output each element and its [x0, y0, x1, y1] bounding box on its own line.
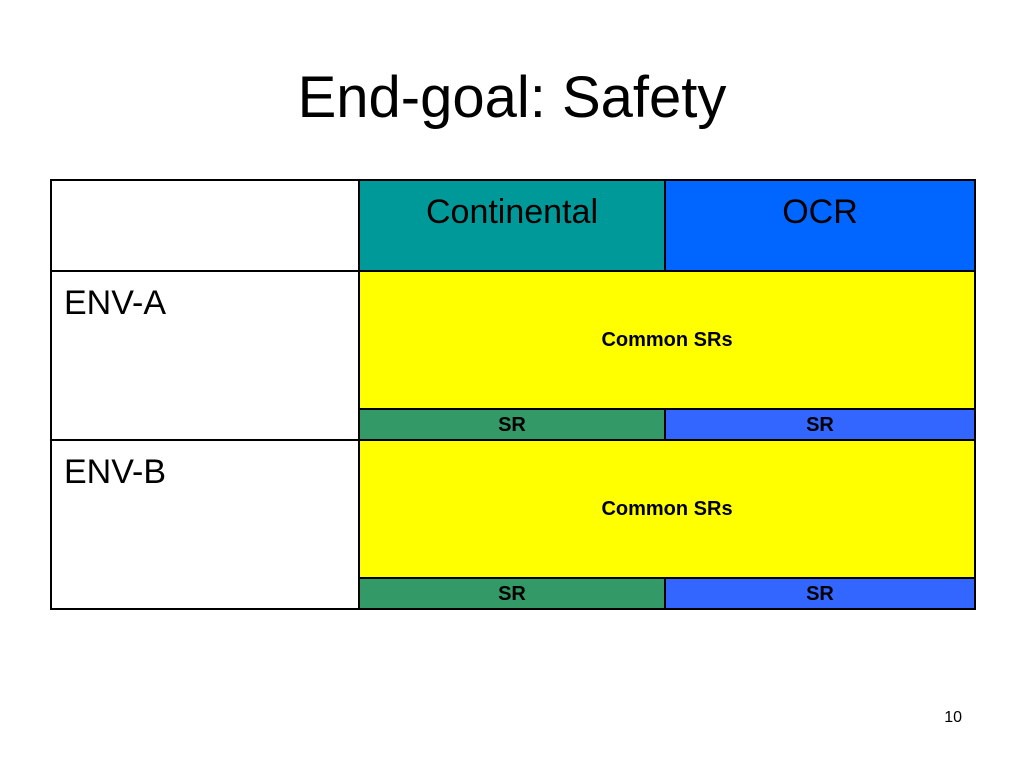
page-number: 10: [944, 709, 962, 726]
safety-table: Continental OCR ENV-A Common SRs SR SR E…: [50, 179, 976, 610]
env-b-common-srs: Common SRs: [358, 439, 976, 579]
env-b-sr-row: SR SR: [51, 577, 976, 610]
env-b-label: ENV-B: [50, 439, 360, 610]
env-b-sr-continental: SR: [358, 577, 666, 610]
env-a-row: ENV-A Common SRs: [50, 270, 976, 441]
header-ocr: OCR: [664, 179, 976, 272]
env-a-sr-ocr: SR: [664, 408, 976, 441]
header-continental: Continental: [358, 179, 666, 272]
slide-title: End-goal: Safety: [297, 65, 727, 130]
env-a-common-srs: Common SRs: [358, 270, 976, 410]
env-b-sr-ocr: SR: [664, 577, 976, 610]
env-a-label: ENV-A: [50, 270, 360, 441]
env-a-sr-row: SR SR: [51, 408, 976, 441]
env-a-sr-continental: SR: [358, 408, 666, 441]
header-row: Continental OCR: [50, 179, 976, 272]
header-empty-cell: [50, 179, 360, 272]
env-b-row: ENV-B Common SRs: [50, 439, 976, 610]
